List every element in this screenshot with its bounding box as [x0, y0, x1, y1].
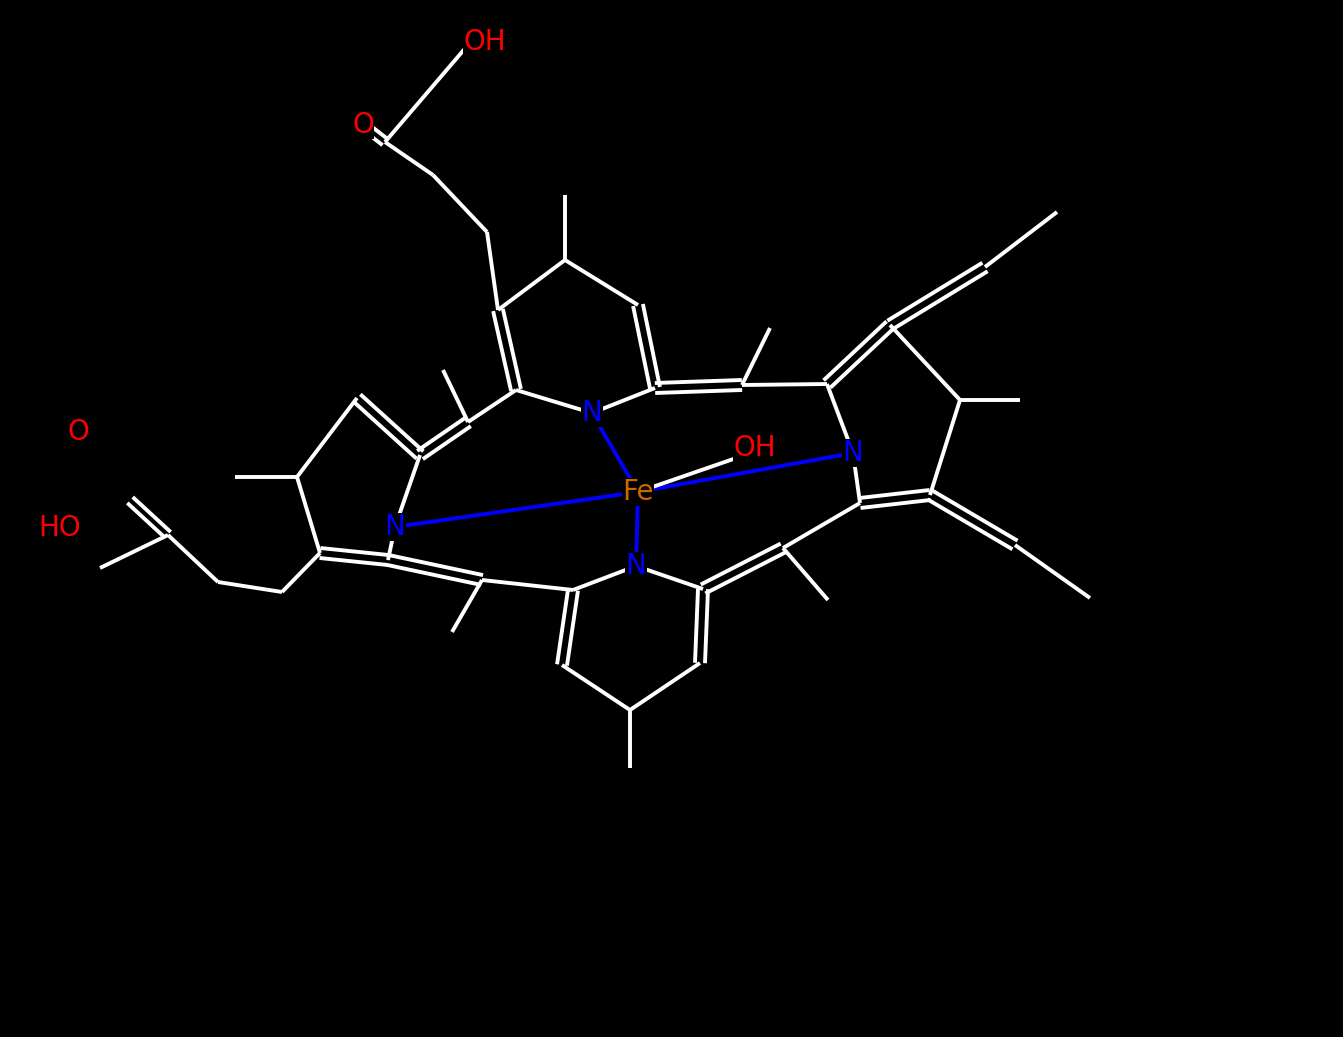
Text: OH: OH [733, 435, 776, 463]
Text: N: N [842, 439, 864, 467]
Text: N: N [626, 552, 646, 580]
Text: OH: OH [463, 28, 506, 56]
Text: N: N [384, 513, 406, 541]
Text: HO: HO [39, 514, 82, 542]
Text: O: O [67, 418, 89, 446]
Text: O: O [352, 111, 373, 139]
Text: Fe: Fe [622, 478, 654, 506]
Text: N: N [582, 399, 603, 427]
